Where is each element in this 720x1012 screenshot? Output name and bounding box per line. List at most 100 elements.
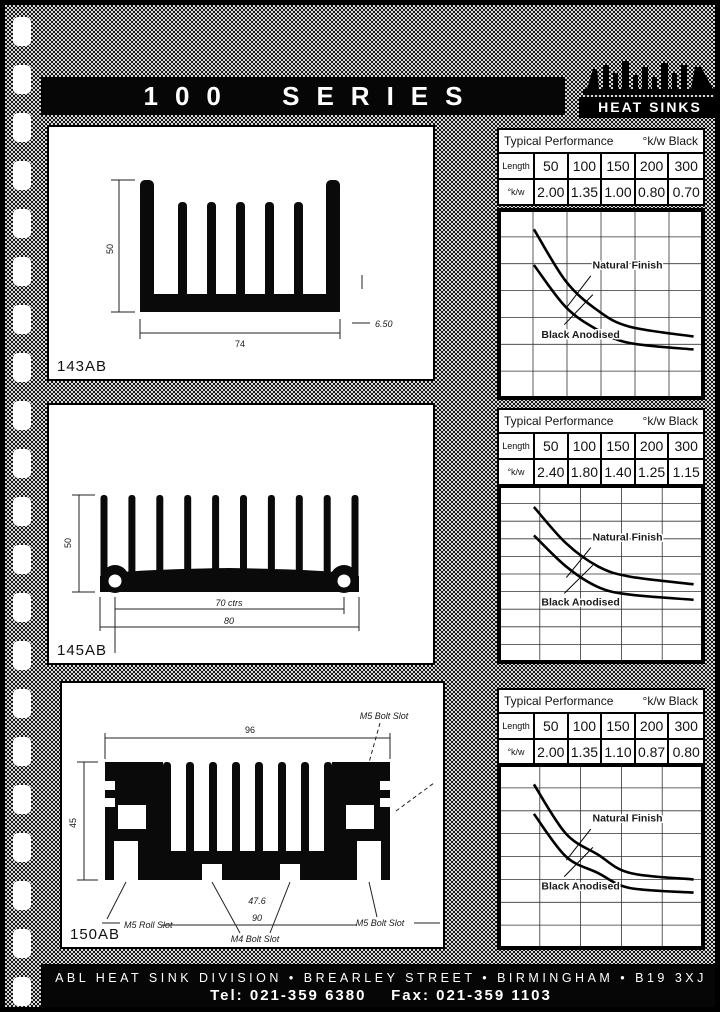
binder-hole — [13, 785, 31, 814]
length-value: 50 — [535, 434, 569, 460]
chart-frame — [499, 765, 703, 948]
perf-table-header: Typical Performance °k/w Black — [499, 690, 703, 714]
perf-table-header: Typical Performance °k/w Black — [499, 130, 703, 154]
chart-label-black-anodised: Black Anodised — [541, 880, 619, 892]
kw-value: 1.15 — [672, 464, 700, 480]
kw-value: 1.40 — [602, 460, 636, 484]
binder-hole — [13, 209, 31, 238]
binder-hole — [13, 977, 31, 1006]
perf-chart-150ab: Natural Finish Black Anodised — [499, 765, 703, 948]
chart-label-natural-finish: Natural Finish — [593, 532, 663, 544]
binder-hole — [13, 257, 31, 286]
footer-bar: ABL HEAT SINK DIVISION • BREARLEY STREET… — [41, 964, 715, 1007]
chart-grid — [500, 487, 702, 661]
length-value: 100 — [568, 434, 603, 460]
length-value: 50 — [535, 154, 569, 180]
perf-chart-panel-145ab: Natural Finish Black Anodised — [497, 484, 705, 664]
binder-hole — [13, 161, 31, 190]
perf-chart-panel-143ab: Natural Finish Black Anodised — [497, 208, 705, 400]
binder-hole — [13, 17, 31, 46]
kw-value: 2.40 — [535, 460, 569, 484]
product-code-145ab: 145AB — [57, 642, 108, 659]
perf-chart-143ab: Natural Finish Black Anodised — [499, 210, 703, 398]
label-m5-bolt-slot-bottom: M5 Bolt Slot — [356, 918, 405, 928]
perf-table-grid: Length 50 100 150 200 300 °k/w 2.00 1.35 1.00 0.80… — [499, 154, 703, 204]
kw-row-label: °k/w — [499, 740, 535, 764]
perf-table-header: Typical Performance °k/w Black — [499, 410, 703, 434]
chart-grid — [500, 211, 702, 397]
length-value: 150 — [602, 154, 636, 180]
dim-width-143ab: 74 — [235, 339, 245, 349]
kw-value: 1.80 — [569, 460, 603, 484]
heatsink-profile-150ab: 96 45 47.6 90 M5 Bolt Slot M5 Roll Slot … — [68, 711, 440, 944]
kw-value: 1.35 — [569, 740, 603, 764]
perf-table-unit: °k/w Black — [642, 414, 698, 428]
black-anodised-leader — [563, 294, 594, 326]
binder-hole — [13, 881, 31, 910]
chart-label-natural-finish: Natural Finish — [593, 813, 663, 825]
chart-curve-black-anodised — [532, 264, 694, 351]
dim-height-150ab: 45 — [68, 818, 78, 828]
kw-value: 1.00 — [602, 180, 636, 204]
kw-value: 2.00 — [535, 180, 569, 204]
natural-finish-leader — [565, 547, 592, 578]
perf-table-145ab: Typical Performance °k/w Black Length 50 100… — [497, 408, 705, 486]
chart-curve-black-anodised — [533, 534, 694, 602]
chart-curve-black-anodised — [532, 813, 694, 894]
dim-width-145ab: 80 — [224, 616, 234, 626]
dim-base-thickness-143ab: 6.50 — [375, 319, 393, 329]
length-value: 300 — [669, 714, 703, 740]
length-value: 300 — [669, 154, 703, 180]
perf-table-unit: °k/w Black — [642, 134, 698, 148]
perf-table-title: Typical Performance — [504, 414, 614, 428]
chart-frame — [499, 486, 703, 662]
perf-table-title: Typical Performance — [504, 134, 614, 148]
kw-value: 1.35 — [569, 180, 603, 204]
length-value: 100 — [568, 714, 603, 740]
binder-punch-strip — [5, 5, 39, 1007]
kw-value: 0.80 — [636, 180, 670, 204]
product-panel-145ab: 50 70 ctrs 80 145AB — [47, 403, 435, 665]
natural-finish-leader — [565, 275, 592, 309]
series-title-bar: 100 SERIES — [41, 77, 565, 115]
kw-value: 2.00 — [535, 740, 569, 764]
binder-hole — [13, 497, 31, 526]
label-m5-roll-slot: M5 Roll Slot — [124, 920, 173, 930]
dim-holes-150ab: 90 — [252, 913, 262, 923]
length-value: 50 — [535, 714, 569, 740]
length-value: 150 — [602, 434, 636, 460]
perf-table-grid: Length 50 100 150 200 300 °k/w 2.00 1.35 1.10 0.87… — [499, 714, 703, 764]
footer-address: ABL HEAT SINK DIVISION • BREARLEY STREET… — [55, 971, 707, 985]
length-value: 200 — [635, 714, 670, 740]
chart-curve-natural-finish — [532, 506, 694, 586]
dim-centre-150ab: 47.6 — [248, 896, 266, 906]
heatsink-profile-143ab: 50 74 6.50 — [105, 179, 393, 349]
binder-hole — [13, 401, 31, 430]
perf-table-title: Typical Performance — [504, 694, 614, 708]
kw-row-label: °k/w — [499, 180, 535, 204]
binder-hole — [13, 929, 31, 958]
kw-value: 0.80 — [672, 744, 700, 760]
length-row-label: Length — [499, 434, 535, 460]
perf-table-grid: Length 50 100 150 200 300 °k/w 2.40 1.80 1.40 1.25… — [499, 434, 703, 484]
heatsink-profile-145ab: 50 70 ctrs 80 — [63, 494, 360, 653]
binder-hole — [13, 65, 31, 94]
product-panel-150ab: 96 45 47.6 90 M5 Bolt Slot M5 Roll Slot … — [60, 681, 445, 949]
binder-hole — [13, 113, 31, 142]
length-value: 200 — [635, 434, 670, 460]
kw-value: 1.10 — [602, 740, 636, 764]
natural-finish-leader — [565, 828, 592, 861]
chart-label-natural-finish: Natural Finish — [593, 259, 663, 271]
length-value: 200 — [635, 154, 670, 180]
heatsink-logo-icon — [583, 61, 715, 95]
page-title: 100 SERIES — [143, 80, 480, 111]
dim-height-145ab: 50 — [63, 538, 73, 548]
black-anodised-leader — [563, 847, 594, 877]
footer-contacts: Tel: 021-359 6380 Fax: 021-359 1103 — [210, 987, 552, 1004]
binder-hole — [13, 689, 31, 718]
kw-value: 0.70 — [672, 184, 700, 200]
dim-height-143ab: 50 — [105, 244, 115, 254]
length-value: 100 — [568, 154, 603, 180]
dim-width-150ab: 96 — [245, 725, 255, 735]
